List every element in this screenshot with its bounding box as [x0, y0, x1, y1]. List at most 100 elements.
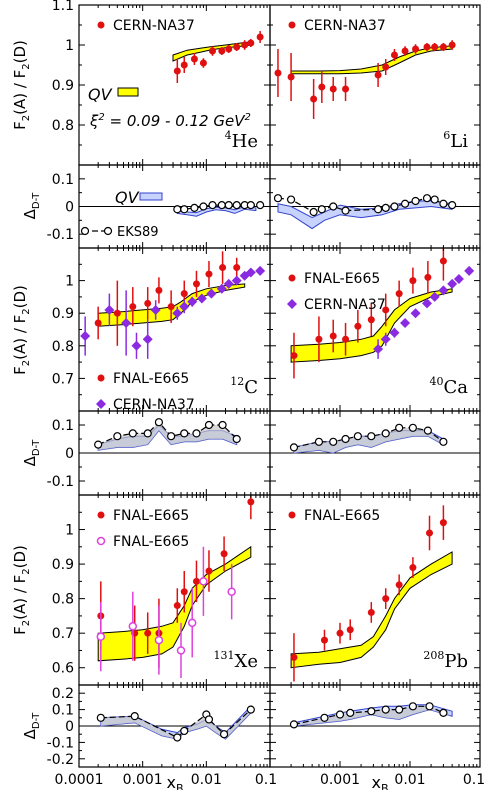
panel-12C-delta: -0.1 0 0.1 [47, 410, 271, 496]
data-point [247, 39, 255, 47]
y-tick-label: 0.9 [52, 557, 74, 573]
eks-point [317, 205, 326, 214]
data-point-open [128, 622, 138, 631]
eks-point [154, 418, 164, 427]
eks-point [439, 199, 448, 208]
data-point-diamond [410, 308, 421, 319]
data-point [382, 63, 390, 71]
legend-label: FNAL-E665 [113, 371, 189, 387]
x-axis-label: xB [166, 773, 183, 790]
eks-point [180, 205, 189, 214]
eks-point [329, 437, 338, 446]
data-point [439, 257, 447, 265]
legend-label: FNAL-E665 [304, 508, 380, 524]
ylabel-mid: (A) / F [11, 575, 29, 620]
data-point-diamond [150, 304, 161, 315]
legend-label: FNAL-E665 [113, 534, 189, 550]
y-tick-label: 1.1 [52, 0, 74, 14]
chi2-text: = 0.09 - 0.12 GeV [105, 112, 246, 130]
nucleus-symbol: C [244, 377, 258, 398]
eks-point [395, 423, 404, 432]
data-point [409, 277, 417, 285]
ylabel-sub: 2 [21, 620, 32, 626]
data-point-diamond [255, 265, 266, 276]
plot-area [79, 705, 270, 742]
qv-band [290, 551, 453, 669]
panel-208Pb-ratio: 208Pb FNAL-E665 [269, 494, 481, 686]
data-point-diamond [80, 331, 91, 342]
ylabel-delta-sub: D-T [31, 192, 42, 209]
nucleus-mass: 12 [230, 375, 244, 388]
panel-40Ca-delta [269, 410, 481, 496]
data-point [144, 299, 152, 307]
eks-point [309, 207, 318, 217]
panel-6Li-delta [269, 164, 481, 249]
legend-marker [96, 536, 106, 546]
data-point-diamond [206, 288, 217, 299]
data-point [367, 608, 375, 616]
legend-marker [287, 299, 297, 309]
y-tick-label: 0.8 [52, 118, 74, 134]
data-point [315, 335, 323, 343]
panel-6Li-ratio: 6Li CERN-NA37 [269, 4, 481, 166]
legend-eks-marker [103, 226, 113, 236]
y-tick-label: 0.2 [52, 686, 74, 702]
data-point [113, 309, 121, 317]
eks-point [430, 195, 439, 204]
ylabel-sub: 2 [21, 115, 32, 121]
legend-qv-swatch [117, 87, 139, 97]
x-tick-label: 0.1 [463, 772, 485, 788]
data-point [395, 290, 403, 298]
y-tick-label: 1 [65, 38, 74, 54]
qv-band [277, 200, 453, 230]
data-point [354, 322, 362, 330]
eks-point [341, 206, 350, 215]
data-point-diamond [422, 298, 433, 309]
eks-point [289, 720, 299, 729]
ylabel-mid: (A) / F [11, 315, 29, 360]
data-point [390, 51, 398, 59]
legend-marker [288, 21, 296, 29]
eks-point [143, 429, 152, 438]
ylabel-delta-sub: D-T [31, 439, 42, 456]
eks-point [329, 202, 338, 211]
legend-marker [97, 511, 105, 519]
data-point [256, 33, 264, 41]
eks-point [425, 702, 434, 711]
legend-eks-marker [80, 226, 90, 236]
data-point [218, 47, 226, 55]
legend-label: CERN-NA37 [113, 397, 195, 413]
eks-point [286, 195, 296, 204]
chi2-sup: 2 [98, 112, 104, 123]
data-point-open [176, 646, 186, 655]
data-point [424, 273, 432, 281]
panel-208Pb-delta [269, 684, 481, 768]
x-axis-label-sub: B [381, 782, 389, 790]
nucleus-symbol: Li [450, 131, 468, 152]
data-point-open [96, 632, 106, 641]
eks-point [381, 203, 390, 212]
data-point [346, 626, 354, 634]
eks-point [199, 202, 208, 211]
eks-point [273, 194, 283, 203]
data-point [220, 550, 228, 558]
data-point [155, 286, 163, 294]
plot-area [79, 201, 270, 217]
eks-point [367, 432, 376, 441]
x-tick-label: 0.01 [394, 772, 425, 788]
eks-point [208, 201, 217, 210]
eks-point [341, 434, 350, 444]
data-point [233, 43, 241, 51]
eks-point [96, 713, 105, 722]
data-point [233, 264, 241, 272]
data-point [205, 270, 213, 278]
ylabel-end: (D) [11, 40, 29, 63]
data-point [192, 280, 200, 288]
legend-qv-delta-label: QV [115, 188, 140, 207]
x-tick-label: 0.1 [255, 772, 277, 788]
ylabel-mid: (A) / F [11, 70, 29, 115]
y-tick-label: 0 [65, 719, 74, 735]
data-point [241, 41, 249, 49]
data-point [412, 45, 420, 53]
eks-point [289, 443, 299, 452]
